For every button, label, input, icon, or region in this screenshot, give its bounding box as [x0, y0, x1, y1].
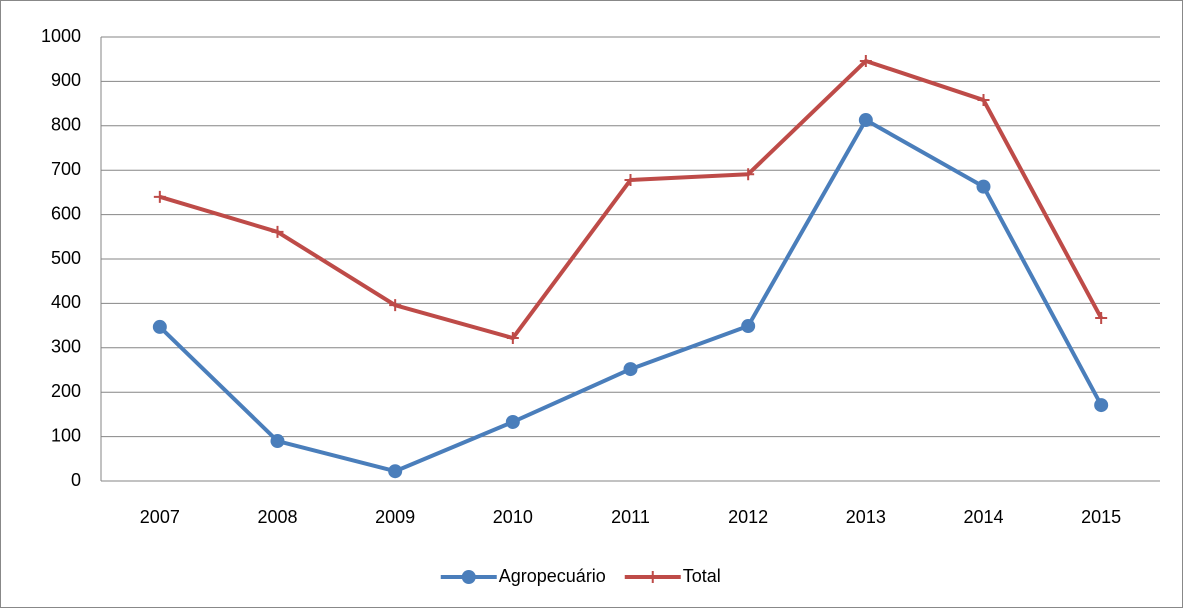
point: [977, 94, 990, 107]
point: [976, 179, 991, 194]
x-tick-label: 2007: [140, 507, 180, 527]
legend-marker: [461, 570, 476, 584]
y-tick-label: 300: [51, 337, 81, 357]
y-tick-label: 900: [51, 70, 81, 90]
point: [270, 434, 285, 449]
y-tick-label: 100: [51, 425, 81, 445]
point: [858, 113, 873, 128]
x-tick-label: 2012: [728, 507, 768, 527]
x-tick-label: 2013: [846, 507, 886, 527]
y-tick-label: 1000: [41, 26, 81, 46]
y-tick-label: 800: [51, 115, 81, 135]
x-tick-label: 2008: [257, 507, 297, 527]
point: [388, 464, 403, 479]
x-tick-label: 2011: [611, 507, 650, 527]
y-tick-label: 600: [51, 203, 81, 223]
legend-label: Total: [683, 566, 721, 586]
point: [505, 414, 520, 429]
point: [741, 319, 756, 334]
point: [624, 173, 637, 186]
point: [859, 54, 872, 67]
point: [623, 362, 638, 377]
y-tick-label: 700: [51, 159, 81, 179]
point: [152, 319, 167, 334]
legend-label: Agropecuário: [499, 566, 606, 586]
legend-marker: [646, 571, 659, 583]
y-tick-label: 0: [71, 470, 81, 490]
y-tick-label: 500: [51, 248, 81, 268]
x-tick-label: 2014: [963, 507, 1003, 527]
point: [1094, 398, 1109, 413]
point: [1095, 312, 1108, 325]
point: [153, 190, 166, 203]
y-tick-label: 200: [51, 381, 81, 401]
x-tick-label: 2010: [493, 507, 533, 527]
y-tick-label: 400: [51, 292, 81, 312]
point: [389, 299, 402, 312]
x-tick-label: 2009: [375, 507, 415, 527]
point: [506, 332, 519, 345]
x-tick-label: 2015: [1081, 507, 1121, 527]
point: [271, 225, 284, 238]
point: [742, 168, 755, 181]
